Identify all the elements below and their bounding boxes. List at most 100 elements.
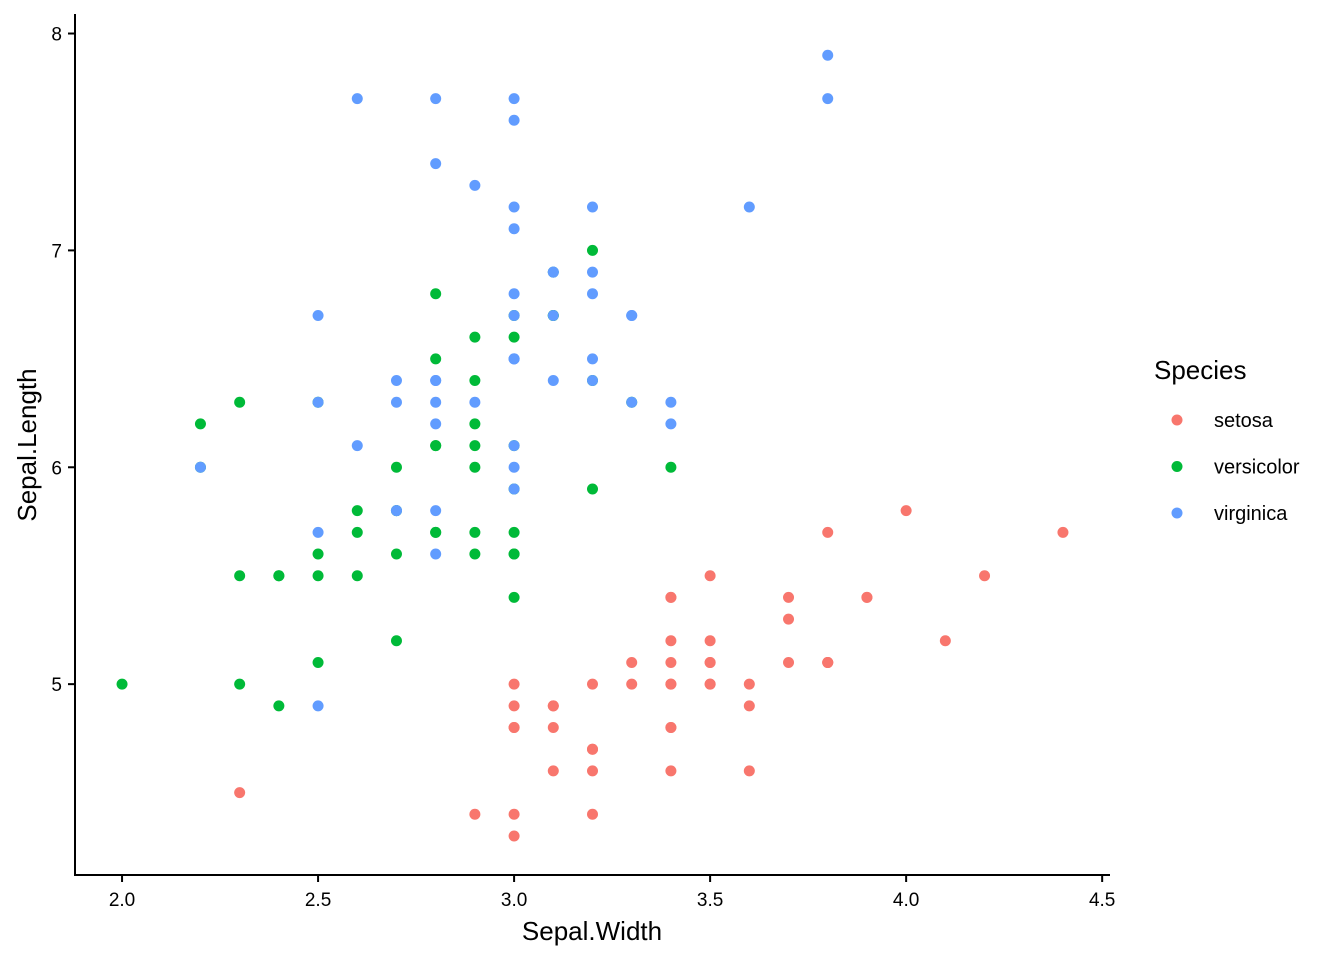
y-axis-ticks: 5 6 7 8 (51, 25, 75, 696)
point-virginica (508, 461, 520, 473)
point-virginica (194, 461, 206, 473)
point-versicolor (508, 526, 520, 538)
point-virginica (665, 418, 677, 430)
point-versicolor (390, 635, 402, 647)
point-versicolor (351, 570, 363, 582)
point-setosa (822, 656, 834, 668)
point-virginica (312, 396, 324, 408)
point-setosa (743, 678, 755, 690)
point-versicolor (312, 656, 324, 668)
legend-label-versicolor: versicolor (1214, 457, 1300, 479)
point-setosa (665, 635, 677, 647)
point-setosa (508, 678, 520, 690)
point-setosa (704, 678, 716, 690)
point-versicolor (430, 288, 442, 300)
y-tick-label: 6 (51, 458, 62, 479)
x-tick-label: 3.5 (697, 890, 723, 911)
point-virginica (822, 49, 834, 61)
point-virginica (430, 505, 442, 517)
point-setosa (900, 505, 912, 517)
point-virginica (508, 93, 520, 105)
point-setosa (743, 765, 755, 777)
point-virginica (508, 114, 520, 126)
point-setosa (979, 570, 991, 582)
legend-title: Species (1154, 355, 1247, 385)
point-versicolor (312, 570, 324, 582)
point-virginica (430, 418, 442, 430)
legend-key-setosa (1171, 414, 1183, 426)
point-versicolor (234, 678, 246, 690)
point-versicolor (351, 505, 363, 517)
point-virginica (626, 396, 638, 408)
point-setosa (587, 808, 598, 820)
point-setosa (665, 765, 677, 777)
point-virginica (547, 266, 559, 278)
point-virginica (312, 700, 324, 712)
x-tick-label: 2.0 (109, 890, 135, 911)
point-virginica (587, 201, 598, 213)
point-versicolor (390, 461, 402, 473)
point-setosa (783, 591, 795, 603)
point-versicolor (469, 440, 481, 452)
point-setosa (587, 743, 598, 755)
point-setosa (469, 808, 481, 820)
legend: Species setosa versicolor virginica (1154, 355, 1300, 525)
point-virginica (312, 309, 324, 321)
point-setosa (665, 722, 677, 734)
point-virginica (430, 93, 442, 105)
point-versicolor (587, 244, 598, 256)
point-versicolor (665, 461, 677, 473)
point-versicolor (469, 418, 481, 430)
x-axis-label: Sepal.Width (522, 916, 662, 946)
point-virginica (390, 375, 402, 387)
point-versicolor (469, 375, 481, 387)
point-virginica (508, 223, 520, 235)
point-versicolor (508, 548, 520, 560)
point-virginica (351, 440, 363, 452)
point-virginica (626, 309, 638, 321)
point-versicolor (469, 331, 481, 343)
point-virginica (743, 201, 755, 213)
point-setosa (665, 656, 677, 668)
point-setosa (547, 765, 559, 777)
point-virginica (351, 93, 363, 105)
point-virginica (469, 179, 481, 191)
point-setosa (783, 613, 795, 625)
point-versicolor (430, 526, 442, 538)
point-setosa (861, 591, 873, 603)
y-tick-label: 8 (51, 25, 62, 46)
point-setosa (508, 808, 520, 820)
point-versicolor (194, 418, 206, 430)
y-tick-label: 5 (51, 675, 62, 696)
point-versicolor (273, 570, 285, 582)
point-setosa (234, 787, 246, 799)
point-setosa (547, 700, 559, 712)
point-versicolor (508, 331, 520, 343)
legend-key-versicolor (1171, 461, 1183, 472)
point-versicolor (508, 591, 520, 603)
point-versicolor (234, 570, 246, 582)
x-tick-label: 3.0 (501, 890, 527, 911)
point-setosa (1057, 526, 1069, 538)
legend-label-setosa: setosa (1214, 410, 1274, 432)
point-setosa (508, 722, 520, 734)
point-virginica (312, 526, 324, 538)
point-setosa (587, 765, 598, 777)
point-virginica (430, 396, 442, 408)
point-virginica (547, 375, 559, 387)
point-virginica (822, 93, 834, 105)
point-virginica (587, 375, 598, 387)
point-versicolor (469, 461, 481, 473)
point-versicolor (273, 700, 285, 712)
point-virginica (587, 266, 598, 278)
point-versicolor (430, 353, 442, 365)
point-setosa (626, 678, 638, 690)
point-versicolor (351, 526, 363, 538)
point-virginica (587, 353, 598, 365)
point-virginica (508, 288, 520, 300)
y-tick-label: 7 (51, 241, 62, 262)
point-virginica (469, 396, 481, 408)
point-setosa (783, 656, 795, 668)
x-tick-label: 4.5 (1089, 890, 1115, 911)
